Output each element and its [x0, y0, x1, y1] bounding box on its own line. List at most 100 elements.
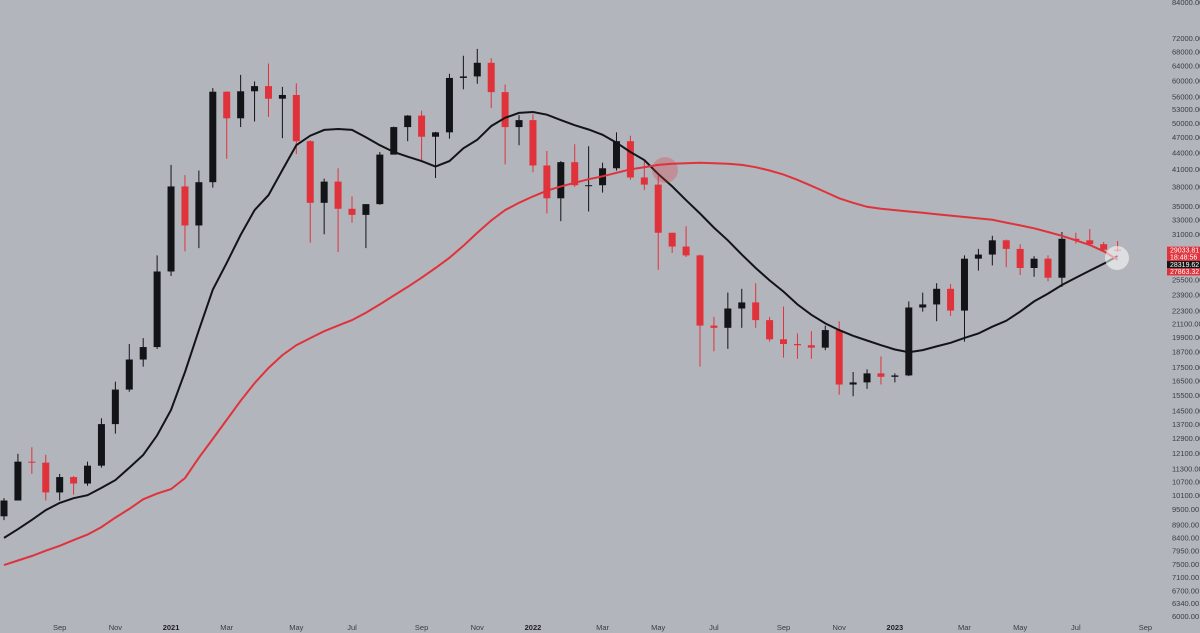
candle-body: [793, 344, 801, 346]
candle-body: [278, 94, 286, 99]
candle-body: [877, 373, 885, 377]
candle-body: [543, 165, 551, 199]
candle-body: [1002, 240, 1010, 249]
y-tick-label: 14500.00: [1172, 407, 1200, 416]
candle-body: [905, 307, 913, 376]
y-tick-label: 50000.00: [1172, 119, 1200, 128]
candle-body: [654, 184, 662, 233]
candle-body: [209, 91, 217, 183]
candle-body: [167, 186, 175, 272]
candle-body: [404, 115, 412, 128]
y-tick-label: 41000.00: [1172, 165, 1200, 174]
y-tick-label: 35000.00: [1172, 202, 1200, 211]
candle-body: [1086, 240, 1094, 245]
candle-body: [125, 359, 133, 390]
y-tick-label: 64000.00: [1172, 61, 1200, 70]
y-tick-label: 72000.00: [1172, 34, 1200, 43]
candle-body: [501, 92, 509, 128]
candle-body: [612, 141, 620, 169]
candle-body: [1030, 258, 1038, 269]
x-tick-label: Sep: [53, 623, 66, 632]
candle-body: [348, 208, 356, 215]
candle-body: [766, 320, 774, 340]
candle-body: [139, 347, 147, 360]
price-tag-label: 29033.81: [1170, 247, 1199, 254]
candle-body: [738, 302, 746, 309]
y-tick-label: 31000.00: [1172, 230, 1200, 239]
moving-average-line: [3, 161, 1119, 567]
y-tick-label: 68000.00: [1172, 47, 1200, 56]
candle-body: [849, 382, 857, 385]
y-tick-label: 21100.00: [1172, 319, 1200, 328]
candle-body: [626, 141, 634, 178]
x-tick-label: Nov: [471, 623, 485, 632]
x-tick-label: Nov: [833, 623, 847, 632]
cross-highlight: [1105, 246, 1129, 270]
candle-body: [807, 345, 815, 348]
candle-body: [56, 477, 64, 493]
candle-body: [14, 461, 22, 501]
price-tag-label: 28319.62: [1170, 262, 1199, 269]
candle-body: [529, 120, 537, 166]
candle-body: [919, 304, 927, 308]
candle-body: [1058, 238, 1066, 278]
candle-body: [947, 288, 955, 311]
y-tick-label: 10100.00: [1172, 491, 1200, 500]
cross-highlight: [652, 157, 678, 183]
price-tag: [1167, 246, 1200, 254]
candle-body: [487, 62, 495, 93]
moving-average-line: [3, 110, 1119, 539]
y-tick-label: 12100.00: [1172, 449, 1200, 458]
y-tick-label: 84000.00: [1172, 0, 1200, 7]
x-tick-label: Nov: [109, 623, 123, 632]
price-axis: 84000.00 72000.00 68000.00 64000.00 60000.00…: [53, 0, 1200, 632]
candle-body: [1100, 244, 1108, 250]
y-tick-label: 7100.00: [1172, 573, 1199, 582]
candle-body: [571, 162, 579, 186]
candle-body: [111, 389, 119, 425]
candle-body: [237, 91, 245, 119]
candle-body: [473, 62, 481, 77]
candle-body: [70, 477, 78, 484]
candle-body: [557, 162, 565, 199]
candle-body: [97, 424, 105, 466]
candle-body: [835, 330, 843, 385]
candle-body: [668, 232, 676, 247]
price-tag: [1167, 253, 1200, 262]
candle-body: [195, 182, 203, 226]
candle-body: [362, 204, 370, 215]
y-tick-label: 8400.00: [1172, 534, 1199, 543]
y-tick-label: 9500.00: [1172, 505, 1199, 514]
candle-body: [724, 308, 732, 328]
candle-body: [264, 86, 272, 99]
y-tick-label: 19900.00: [1172, 333, 1200, 342]
x-tick-label: May: [289, 623, 303, 632]
y-tick-label: 33000.00: [1172, 215, 1200, 224]
candle-body: [292, 94, 300, 142]
candle-body: [1044, 258, 1052, 278]
candle-body: [710, 325, 718, 328]
x-tick-label: Jul: [347, 623, 357, 632]
candle-body: [933, 288, 941, 305]
y-tick-label: 16500.00: [1172, 377, 1200, 386]
candle-body: [334, 181, 342, 209]
y-tick-label: 44000.00: [1172, 149, 1200, 158]
candle-body: [585, 185, 593, 187]
candle-body: [432, 132, 440, 137]
candle-body: [0, 500, 8, 517]
x-tick-label: Mar: [596, 623, 609, 632]
price-tag-label: 18:48:56: [1170, 255, 1197, 262]
candle-body: [780, 339, 788, 345]
candle-body: [320, 181, 328, 203]
candle-body: [42, 462, 50, 493]
candle-body: [682, 246, 690, 256]
candle-body: [376, 154, 384, 205]
y-tick-label: 13700.00: [1172, 420, 1200, 429]
candle-body: [863, 373, 871, 383]
x-tick-label: Sep: [1139, 623, 1152, 632]
candle-body: [251, 86, 259, 92]
x-tick-label: Jul: [1071, 623, 1081, 632]
x-tick-label: May: [1013, 623, 1027, 632]
x-tick-label: Sep: [415, 623, 428, 632]
y-tick-label: 47000.00: [1172, 133, 1200, 142]
